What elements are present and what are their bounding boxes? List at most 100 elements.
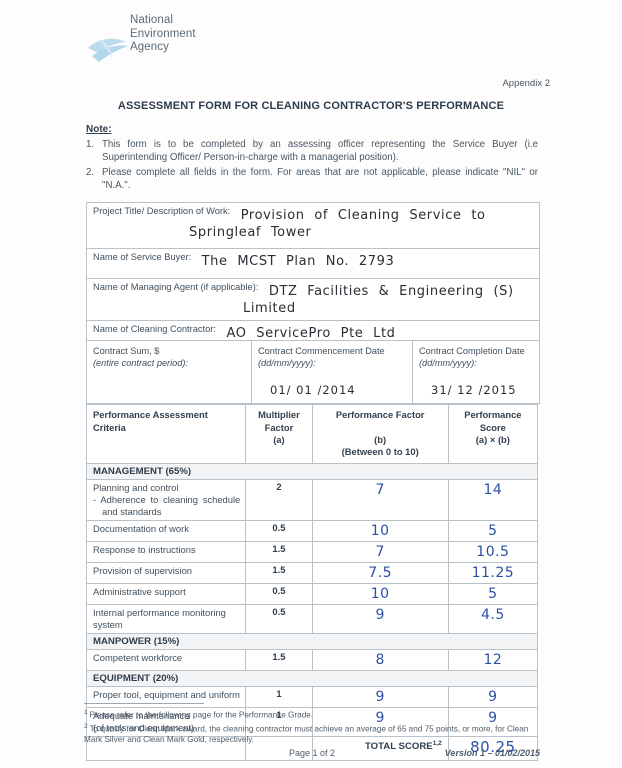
table-header-row: Performance Assessment Criteria Multipli… — [85, 404, 539, 464]
score-cell[interactable]: 10.5 — [447, 540, 539, 563]
total-score-footnote-mark: 1,2 — [432, 739, 442, 747]
score-cell[interactable]: 11.25 — [447, 561, 539, 584]
factor-cell[interactable]: 10 — [311, 519, 449, 542]
header-multiplier-line1: Multiplier — [258, 409, 300, 420]
score-cell[interactable]: 4.5 — [447, 603, 539, 634]
factor-cell[interactable]: 9 — [311, 603, 449, 634]
note-heading: Note: — [86, 124, 112, 135]
factor-cell[interactable]: 7 — [311, 540, 449, 563]
factor-cell[interactable]: 8 — [311, 648, 449, 671]
header-score-line1: Performance — [464, 409, 522, 420]
field-managing-agent: Name of Managing Agent (if applicable): … — [87, 279, 539, 321]
service-buyer-label: Name of Service Buyer: — [93, 252, 192, 262]
page-number: Page 1 of 2 — [288, 748, 336, 758]
total-score-row: TOTAL SCORE1,2 80.25 — [85, 735, 539, 761]
criteria-line1: Adequate maintenance — [93, 709, 190, 721]
project-title-label: Project Title/ Description of Work: — [93, 206, 231, 216]
header-performance-score: Performance Score (a) × (b) — [447, 404, 539, 464]
table-row: Provision of supervision 1.5 7.5 11.25 — [85, 561, 539, 584]
multiplier-cell: 0.5 — [245, 582, 313, 605]
header-multiplier: Multiplier Factor (a) — [245, 404, 313, 464]
contract-completion-cell: Contract Completion Date (dd/mm/yyyy): 3… — [413, 341, 539, 403]
criteria-line2: (of tools and equipment) — [93, 721, 195, 733]
score-cell[interactable]: 14 — [447, 478, 539, 521]
note-item-text: Please complete all fields in the form. … — [102, 166, 538, 192]
note-item-number: 2. — [86, 166, 95, 178]
footnote-2-text: To qualify for Clean Mark award, the cle… — [84, 724, 529, 745]
header-factor-line1: Performance Factor — [335, 409, 425, 420]
note-item-number: 1. — [86, 139, 95, 150]
page-footer: Page 1 of 2 Version 1 – 01/02/2015 — [84, 748, 540, 758]
factor-value: 7 — [375, 481, 385, 498]
factor-value: 9 — [375, 688, 385, 705]
contract-sum-cell: Contract Sum, $ (entire contract period)… — [87, 341, 252, 403]
multiplier-cell: 1.5 — [245, 648, 313, 671]
managing-agent-value-line2[interactable]: Limited — [243, 301, 296, 316]
managing-agent-value-line1[interactable]: DTZ Facilities & Engineering (S) — [268, 284, 514, 299]
appendix-label: Appendix 2 — [502, 78, 550, 89]
total-score-label: TOTAL SCORE1,2 — [311, 735, 449, 761]
criteria-line1: Planning and control — [93, 481, 179, 493]
criteria-cell: Response to instructions — [85, 540, 247, 563]
factor-cell[interactable]: 10 — [311, 582, 449, 605]
contract-sum-label-line1: Contract Sum, $ — [93, 346, 160, 356]
score-value: 12 — [483, 651, 503, 668]
completion-date-value[interactable]: 31/ 12 /2015 — [431, 383, 517, 397]
total-score-cell[interactable]: 80.25 — [447, 735, 539, 761]
commencement-date-value[interactable]: 01/ 01 /2014 — [270, 383, 356, 397]
multiplier-cell: 1.5 — [245, 561, 313, 584]
criteria-cell: Provision of supervision — [85, 561, 247, 584]
header-performance-factor: Performance Factor (b) (Between 0 to 10) — [311, 404, 449, 464]
service-buyer-value[interactable]: The MCST Plan No. 2793 — [201, 254, 395, 269]
score-cell[interactable]: 5 — [447, 519, 539, 542]
criteria-cell: Internal performance monitoring system — [85, 603, 247, 634]
contract-commencement-cell: Contract Commencement Date (dd/mm/yyyy):… — [252, 341, 413, 403]
criteria-line2: system — [93, 618, 123, 630]
project-title-value-line1[interactable]: Provision of Cleaning Service to — [240, 208, 486, 223]
criteria-line2: - Adherence to cleaning schedule — [93, 493, 241, 505]
factor-value: 9 — [375, 709, 385, 726]
multiplier-cell: 0.5 — [245, 519, 313, 542]
footnote-divider — [84, 703, 204, 704]
footnotes-section: 1 Please refer to the following page for … — [84, 703, 540, 745]
header-multiplier-line3: (a) — [273, 434, 285, 445]
commencement-label-line2: (dd/mm/yyyy): — [258, 358, 316, 368]
note-item: 2. Please complete all fields in the for… — [86, 166, 538, 193]
page-title: ASSESSMENT FORM FOR CLEANING CONTRACTOR'… — [117, 100, 505, 112]
factor-cell[interactable]: 7 — [311, 478, 449, 521]
section-header-row: MANAGEMENT (65%) — [86, 462, 538, 480]
table-row: Internal performance monitoring system 0… — [85, 603, 539, 634]
note-item-text: This form is to be completed by an asses… — [102, 139, 538, 164]
total-score-value: 80.25 — [470, 737, 516, 756]
factor-value: 8 — [375, 651, 385, 668]
score-cell[interactable]: 5 — [447, 582, 539, 605]
completion-label-line2: (dd/mm/yyyy): — [419, 358, 477, 368]
multiplier-cell: 0.5 — [245, 603, 313, 634]
factor-cell[interactable]: 7.5 — [311, 561, 449, 584]
field-project-title: Project Title/ Description of Work: Prov… — [87, 203, 539, 249]
multiplier-cell: 1 — [245, 706, 313, 737]
project-title-value-line2[interactable]: Springleaf Tower — [189, 225, 312, 240]
factor-value: 7 — [375, 543, 385, 560]
factor-value: 10 — [370, 585, 390, 602]
factor-value: 9 — [375, 606, 385, 623]
document-version: Version 1 – 01/02/2015 — [444, 748, 540, 758]
score-value: 4.5 — [480, 606, 505, 623]
footnote-1-text: Please refer to the following page for t… — [89, 710, 314, 720]
table-row: Competent workforce 1.5 8 12 — [85, 648, 539, 671]
agency-masthead: National Environment Agency — [86, 14, 366, 72]
score-cell[interactable]: 12 — [447, 648, 539, 671]
criteria-line3: and standards — [102, 505, 162, 517]
cleaning-contractor-value[interactable]: AO ServicePro Pte Ltd — [226, 326, 396, 341]
header-score-line3: (a) × (b) — [475, 434, 510, 445]
header-factor-line3: (Between 0 to 10) — [341, 446, 419, 457]
score-value: 5 — [488, 585, 498, 602]
section-title-management: MANAGEMENT (65%) — [86, 462, 538, 480]
multiplier-cell: 2 — [245, 478, 313, 521]
contract-details-block: Contract Sum, $ (entire contract period)… — [86, 340, 540, 404]
header-criteria: Performance Assessment Criteria — [85, 404, 247, 464]
criteria-cell: Documentation of work — [85, 519, 247, 542]
criteria-line1: Internal performance monitoring — [93, 606, 226, 618]
footnote-2: 2 To qualify for Clean Mark award, the cl… — [84, 721, 540, 746]
